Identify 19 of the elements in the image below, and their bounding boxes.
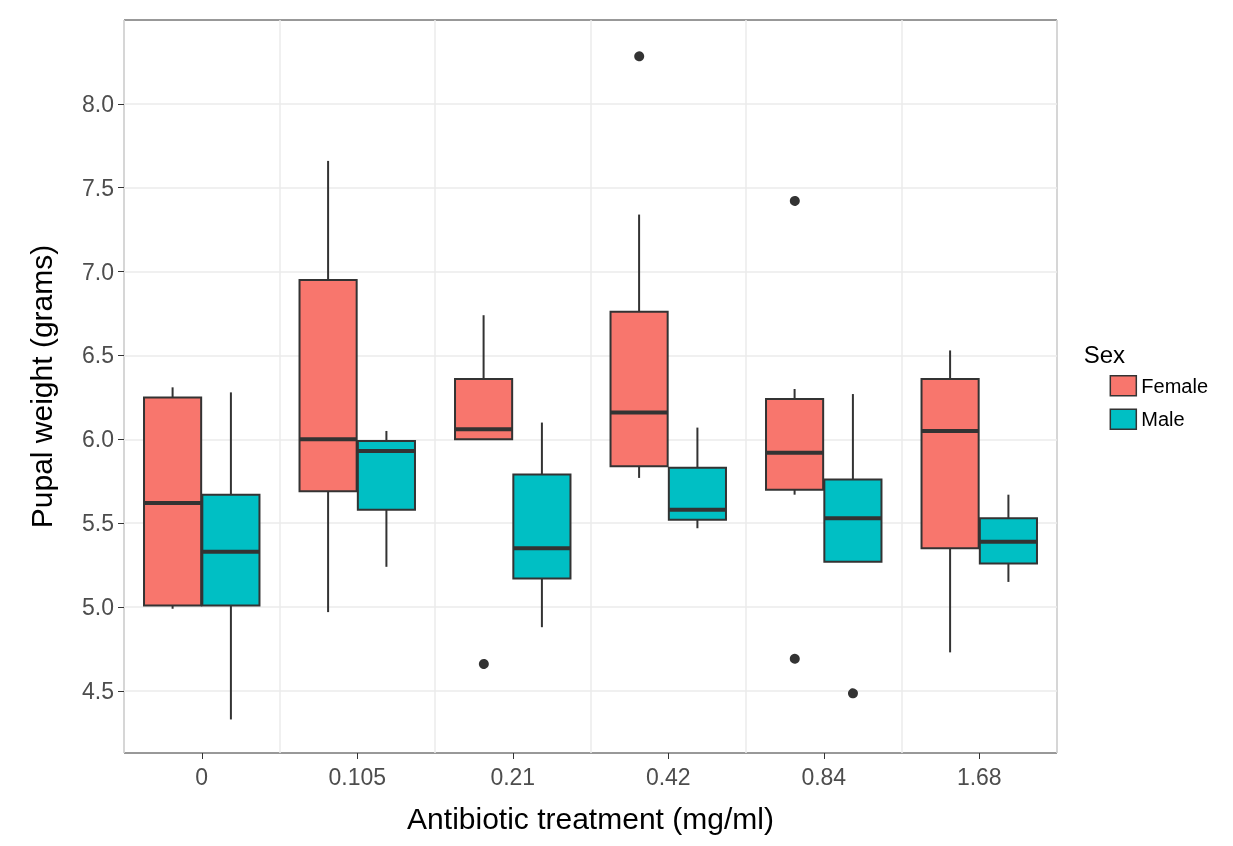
y-tick-label: 7.5: [82, 174, 114, 201]
y-tick-label: 4.5: [82, 677, 114, 704]
x-tick-label: 0: [195, 763, 209, 790]
x-axis-title: Antibiotic treatment (mg/ml): [407, 801, 774, 835]
legend-label: Male: [1141, 408, 1185, 431]
legend-title: Sex: [1083, 340, 1125, 368]
y-tick-label: 7.0: [82, 258, 114, 285]
y-tick-label: 5.0: [82, 594, 114, 621]
y-tick-label: 8.0: [82, 90, 114, 117]
x-tick-label: 1.68: [956, 763, 1002, 790]
x-tick-label: 0.42: [645, 763, 691, 790]
y-tick-label: 6.0: [82, 426, 114, 453]
x-tick-label: 0.105: [328, 763, 387, 790]
y-tick-label: 5.5: [82, 510, 114, 537]
y-axis-title: Pupal weight (grams): [24, 244, 58, 529]
legend-label: Female: [1141, 374, 1209, 397]
x-tick-label: 0.84: [801, 763, 847, 790]
y-tick-label: 6.5: [82, 342, 114, 369]
x-tick-label: 0.21: [490, 763, 536, 790]
